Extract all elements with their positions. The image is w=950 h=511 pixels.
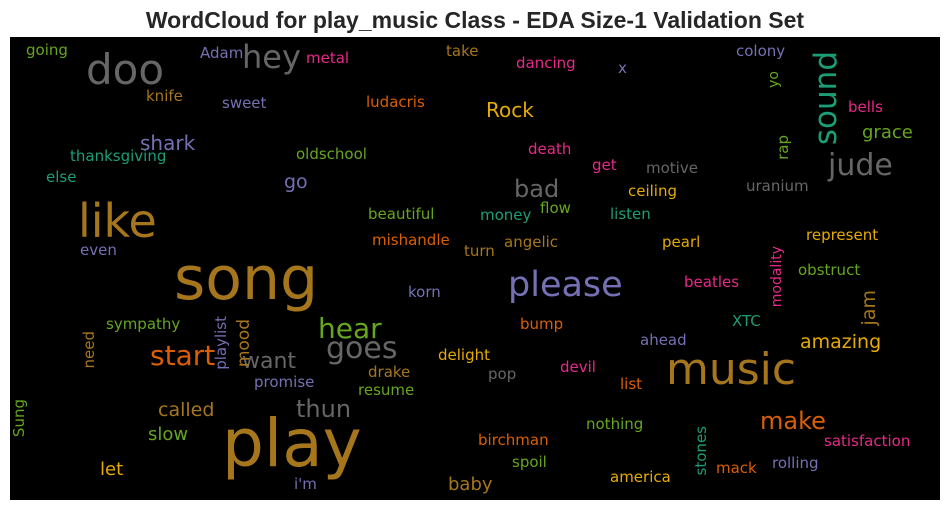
word-going: going (26, 41, 68, 59)
word-drake: drake (368, 363, 411, 381)
word-start: start (150, 339, 216, 372)
word-else: else (46, 168, 77, 186)
word-doo: doo (86, 45, 165, 94)
word-make: make (760, 407, 826, 435)
word-rolling: rolling (772, 454, 819, 472)
word-get: get (592, 156, 617, 174)
word-spoil: spoil (512, 453, 547, 471)
word-obstruct: obstruct (798, 261, 861, 279)
word-listen: listen (610, 205, 651, 223)
word-go: go (284, 171, 308, 193)
word-shark: shark (140, 131, 196, 155)
word-Sung: Sung (10, 399, 28, 438)
word-hey: hey (242, 38, 301, 76)
word-like: like (78, 194, 157, 248)
word-beautiful: beautiful (368, 205, 435, 223)
word-XTC: XTC (732, 312, 761, 330)
word-sweet: sweet (222, 94, 267, 112)
word-angelic: angelic (504, 233, 559, 251)
word-let: let (100, 459, 124, 480)
word-grace: grace (862, 122, 913, 143)
word-mishandle: mishandle (372, 231, 450, 249)
word-rap: rap (774, 135, 792, 160)
word-playlist: playlist (212, 316, 230, 370)
word-sound: sound (808, 51, 844, 146)
word-goes: goes (326, 331, 398, 366)
word-called: called (158, 399, 215, 421)
word-beatles: beatles (684, 273, 740, 291)
word-america: america (610, 468, 671, 486)
word-dancing: dancing (516, 54, 576, 72)
word-bad: bad (514, 175, 560, 203)
word-amazing: amazing (800, 331, 882, 353)
word-even: even (80, 241, 117, 259)
word-money: money (480, 206, 532, 224)
word-please: please (508, 265, 623, 305)
word-delight: delight (438, 346, 490, 364)
word-Adam: Adam (200, 44, 244, 62)
word-ceiling: ceiling (628, 182, 678, 200)
word-sympathy: sympathy (106, 315, 181, 333)
word-jam: jam (858, 290, 880, 326)
word-turn: turn (464, 242, 495, 260)
word-song: song (174, 244, 319, 314)
word-take: take (446, 42, 479, 60)
wordcloud-canvas: play song music like doo please sound go… (10, 37, 940, 500)
word-flow: flow (540, 199, 571, 217)
word-mood: mood (234, 319, 254, 368)
word-want: want (242, 349, 297, 374)
word-death: death (528, 140, 572, 158)
word-pop: pop (488, 365, 517, 383)
word-baby: baby (448, 474, 493, 495)
word-oldschool: oldschool (296, 145, 367, 163)
word-promise: promise (254, 373, 315, 391)
word-pearl: pearl (662, 233, 701, 251)
word-ahead: ahead (640, 331, 687, 349)
word-Rock: Rock (486, 98, 534, 122)
word-motive: motive (646, 159, 698, 177)
word-knife: knife (146, 87, 183, 105)
word-bump: bump (520, 315, 564, 333)
word-hear: hear (318, 312, 382, 345)
word-metal: metal (306, 49, 350, 67)
word-music: music (666, 344, 797, 395)
word-korn: korn (408, 283, 441, 301)
word-stones: stones (692, 426, 710, 476)
word-nothing: nothing (586, 415, 644, 433)
word-x: x (618, 59, 627, 77)
word-represent: represent (806, 226, 879, 244)
word-uranium: uranium (746, 177, 809, 195)
word-i'm: i'm (294, 475, 317, 493)
word-jude: jude (828, 148, 893, 183)
word-devil: devil (560, 358, 596, 376)
word-bells: bells (848, 98, 883, 116)
word-mack: mack (716, 459, 757, 477)
word-yo: yo (766, 71, 782, 88)
word-ludacris: ludacris (366, 93, 425, 111)
word-play: play (222, 405, 362, 482)
word-resume: resume (358, 381, 415, 399)
word-list: list (620, 375, 643, 393)
chart-title: WordCloud for play_music Class - EDA Siz… (145, 7, 805, 33)
word-modality: modality (769, 246, 785, 308)
word-need: need (80, 331, 98, 369)
word-thanksgiving: thanksgiving (70, 147, 167, 165)
word-birchman: birchman (478, 431, 549, 449)
word-satisfaction: satisfaction (824, 432, 911, 450)
word-colony: colony (736, 42, 786, 60)
word-thun: thun (296, 395, 352, 423)
word-slow: slow (148, 424, 189, 445)
